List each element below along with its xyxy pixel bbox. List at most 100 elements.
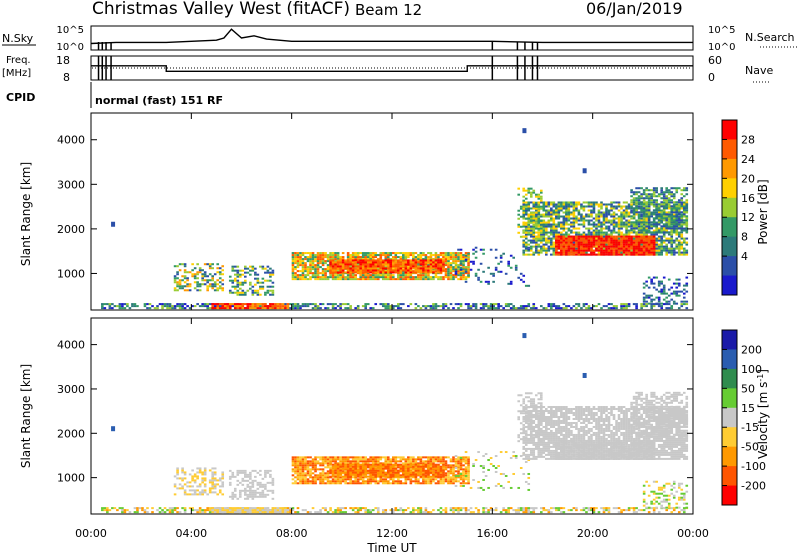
data-cell — [417, 256, 420, 259]
data-cell — [274, 509, 277, 512]
data-cell — [201, 511, 204, 514]
data-cell — [587, 203, 591, 206]
data-cell — [366, 509, 370, 512]
data-cell — [645, 239, 648, 242]
data-cell — [218, 305, 222, 308]
data-cell — [667, 233, 671, 236]
data-cell — [650, 305, 653, 308]
data-cell — [650, 241, 653, 244]
data-cell — [173, 475, 177, 478]
data-cell — [610, 239, 613, 242]
data-cell — [316, 260, 320, 263]
data-cell — [572, 305, 576, 308]
data-cell — [517, 509, 521, 512]
data-cell — [680, 189, 684, 192]
data-cell — [241, 269, 245, 272]
data-cell — [208, 265, 212, 268]
data-cell — [213, 305, 217, 308]
data-cell — [680, 305, 684, 308]
data-cell — [499, 511, 503, 514]
data-cell — [181, 307, 184, 310]
data-cell — [198, 507, 202, 510]
data-cell — [577, 203, 581, 206]
data-cell — [602, 507, 606, 510]
data-cell — [301, 274, 305, 277]
data-cell — [539, 249, 543, 252]
data-cell — [346, 276, 350, 279]
data-cell — [567, 219, 571, 222]
data-cell — [580, 241, 583, 244]
data-cell — [331, 265, 335, 268]
data-cell — [650, 303, 653, 306]
data-cell — [236, 509, 240, 512]
data-cell — [567, 235, 571, 238]
data-cell — [660, 229, 663, 232]
data-cell — [203, 469, 207, 472]
data-cell — [349, 266, 352, 269]
data-cell — [259, 491, 262, 494]
data-cell — [437, 509, 440, 512]
data-cell — [567, 251, 571, 254]
data-cell — [336, 276, 340, 279]
data-cell — [587, 215, 591, 218]
data-cell — [582, 209, 586, 212]
data-cell — [254, 491, 257, 494]
data-cell — [560, 201, 563, 204]
data-cell — [652, 205, 656, 208]
data-cell — [680, 221, 684, 224]
data-cell — [269, 475, 272, 478]
data-cell — [489, 307, 493, 310]
data-cell — [539, 205, 543, 208]
data-cell — [642, 189, 646, 192]
data-cell — [630, 239, 633, 242]
data-cell — [660, 282, 663, 285]
data-cell — [294, 274, 297, 277]
data-cell — [522, 251, 526, 254]
data-cell — [437, 263, 440, 266]
data-cell — [675, 237, 679, 240]
data-cell — [645, 284, 648, 287]
data-cell — [381, 254, 385, 257]
data-cell — [462, 266, 465, 269]
data-cell — [244, 281, 247, 284]
data-cell — [141, 509, 144, 512]
data-cell — [259, 287, 262, 290]
data-cell — [627, 219, 631, 222]
data-cell — [206, 493, 209, 496]
data-cell — [256, 495, 260, 498]
data-cell — [311, 303, 315, 306]
data-cell — [650, 507, 653, 510]
data-cell — [211, 483, 214, 486]
data-cell — [682, 300, 686, 303]
freq-unit-label: [MHz] — [2, 68, 31, 79]
data-cell — [231, 285, 235, 288]
data-cell — [419, 259, 423, 262]
data-cell — [635, 225, 638, 228]
data-cell — [439, 271, 443, 274]
data-cell — [642, 225, 646, 228]
data-cell — [264, 507, 267, 510]
data-cell — [457, 252, 460, 255]
data-cell — [126, 509, 129, 512]
data-cell — [670, 243, 674, 246]
data-cell — [427, 256, 430, 259]
data-cell — [650, 235, 653, 238]
data-cell — [336, 274, 340, 277]
data-cell — [271, 271, 275, 274]
data-cell — [685, 237, 689, 240]
data-cell — [264, 303, 267, 306]
data-cell — [572, 507, 576, 510]
data-cell — [607, 307, 611, 310]
data-cell — [680, 231, 684, 234]
data-cell — [577, 211, 581, 214]
data-cell — [682, 205, 686, 208]
data-cell — [457, 303, 460, 306]
data-cell — [610, 203, 613, 206]
data-cell — [489, 305, 493, 308]
data-cell — [662, 276, 666, 279]
data-cell — [249, 495, 252, 498]
data-cell — [527, 284, 531, 287]
data-cell — [542, 207, 546, 210]
data-cell — [381, 276, 385, 279]
data-cell — [116, 509, 119, 512]
